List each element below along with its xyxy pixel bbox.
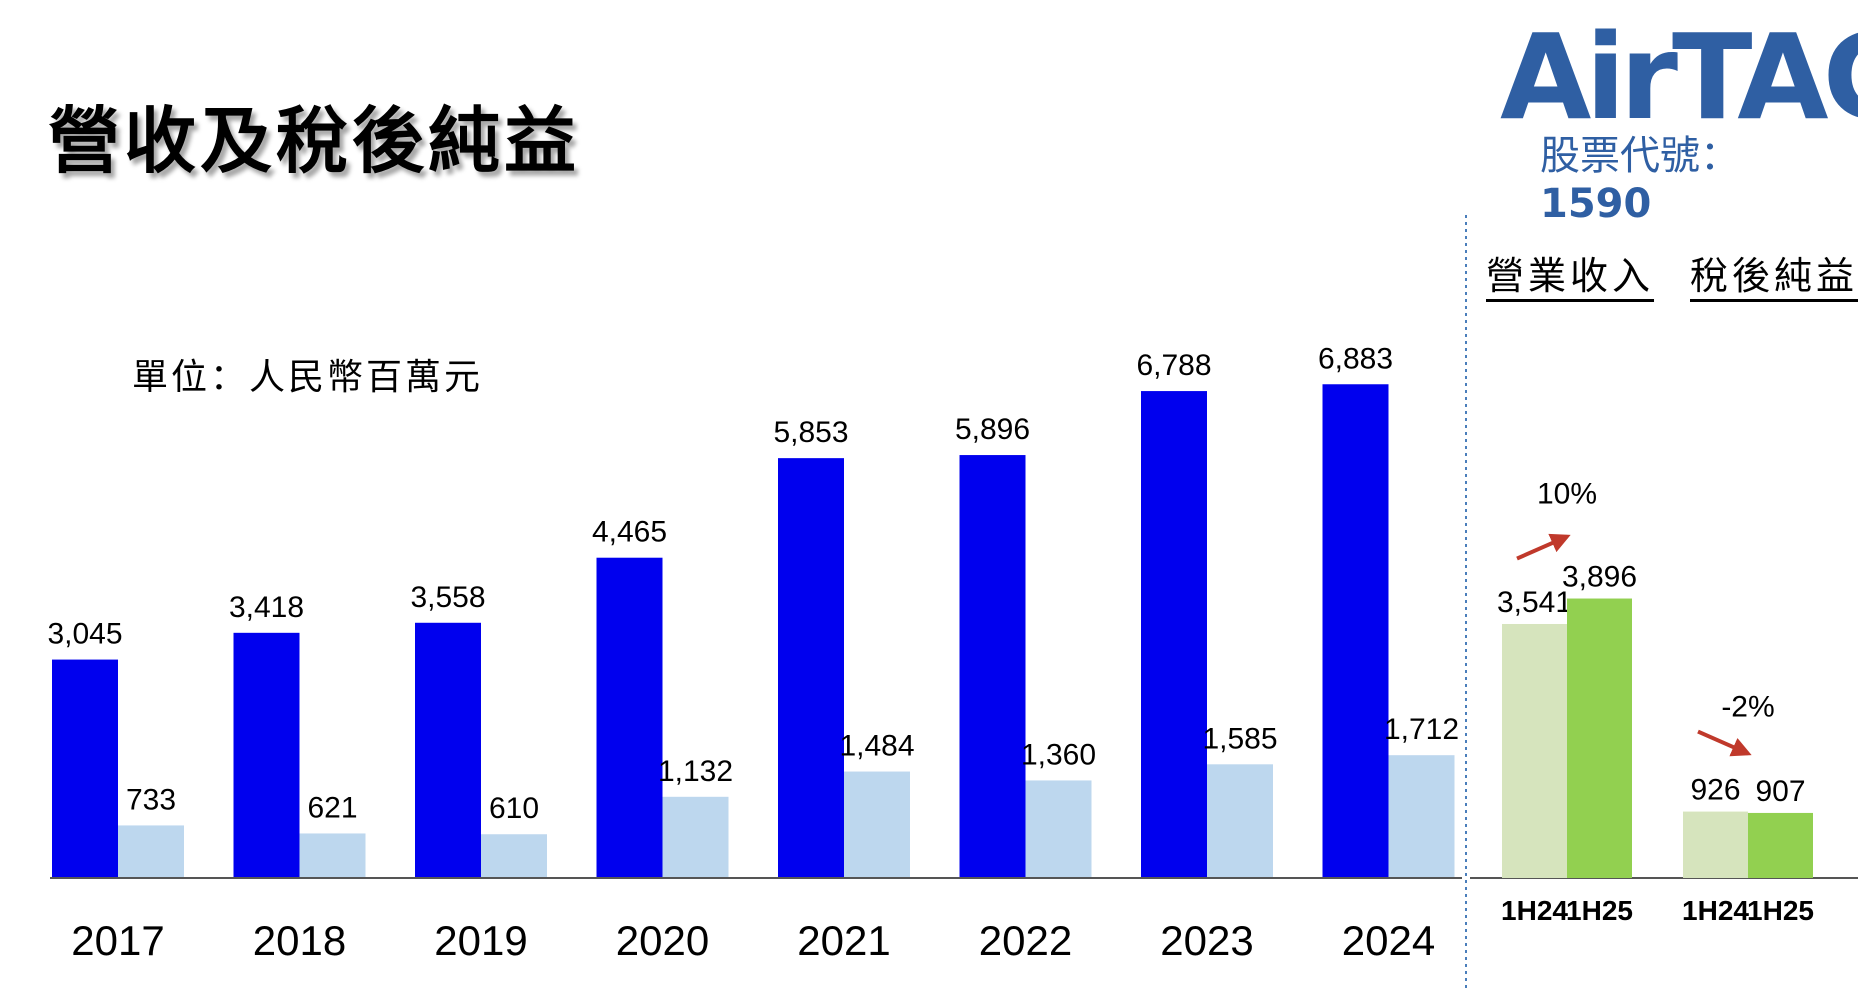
revenue-bar-2021	[778, 458, 844, 878]
stock-code-label: 股票代號：	[1540, 133, 1740, 179]
change-pct-revenue: 10%	[1537, 478, 1597, 511]
net-income-bar-2024	[1388, 755, 1455, 878]
half-label-revenue-1H25: 3,896	[1562, 561, 1637, 594]
revenue-label-2018: 3,418	[229, 591, 304, 624]
header-net-income: 稅後純益	[1690, 254, 1858, 298]
half-bar-net-income-1H25	[1748, 812, 1813, 878]
net-income-bar-2020	[662, 796, 729, 878]
stock-code: 股票代號：1590	[1540, 123, 1850, 227]
net-income-bar-2021	[844, 771, 910, 878]
net-income-label-2020: 1,132	[658, 755, 733, 788]
year-label-2017: 2017	[71, 917, 164, 964]
half-bar-revenue-1H25	[1567, 598, 1632, 878]
change-arrow-revenue	[1516, 533, 1571, 561]
header-revenue: 營業收入	[1486, 254, 1655, 298]
net-income-label-2024: 1,712	[1384, 713, 1459, 746]
half-period-revenue-1H24: 1H24	[1501, 895, 1568, 926]
net-income-label-2019: 610	[489, 792, 539, 825]
revenue-bar-2020	[596, 557, 663, 878]
net-income-label-2022: 1,360	[1021, 738, 1096, 771]
net-income-bar-2023	[1207, 764, 1273, 878]
net-income-bar-2019	[481, 834, 547, 878]
year-label-2022: 2022	[979, 917, 1072, 964]
revenue-bar-2019	[415, 622, 481, 878]
half-period-net-income-1H24: 1H24	[1682, 895, 1749, 926]
half-bar-revenue-1H24	[1502, 623, 1567, 878]
net-income-label-2017: 733	[126, 783, 176, 816]
revenue-label-2020: 4,465	[592, 516, 667, 549]
half-period-net-income-1H25: 1H25	[1747, 895, 1814, 926]
revenue-label-2019: 3,558	[410, 581, 485, 614]
net-income-label-2018: 621	[307, 791, 357, 824]
net-income-bar-2017	[118, 825, 184, 878]
revenue-bar-2022	[959, 455, 1026, 878]
revenue-label-2022: 5,896	[955, 413, 1030, 446]
revenue-label-2017: 3,045	[47, 618, 122, 651]
half-label-net-income-1H24: 926	[1690, 774, 1740, 807]
revenue-label-2023: 6,788	[1136, 349, 1211, 382]
airtac-logo: AirTAC 股票代號：1590	[1500, 18, 1858, 227]
unit-label: 單位：人民幣百萬元	[132, 357, 484, 398]
revenue-bar-2023	[1141, 391, 1207, 878]
page-title: 營收及稅後純益	[48, 98, 581, 183]
change-arrow-net-income	[1697, 729, 1752, 757]
year-label-2023: 2023	[1160, 917, 1253, 964]
net-income-bar-2022	[1025, 780, 1092, 878]
net-income-bar-2018	[299, 833, 366, 878]
half-label-revenue-1H24: 3,541	[1497, 586, 1572, 619]
year-label-2019: 2019	[434, 917, 527, 964]
revenue-bar-2024	[1322, 384, 1389, 878]
net-income-label-2021: 1,484	[839, 730, 914, 763]
revenue-label-2021: 5,853	[773, 416, 848, 449]
half-bar-net-income-1H24	[1683, 811, 1748, 878]
stock-code-value: 1590	[1540, 181, 1652, 227]
year-label-2024: 2024	[1342, 917, 1435, 964]
change-pct-net-income: -2%	[1721, 691, 1774, 724]
year-label-2021: 2021	[797, 917, 890, 964]
revenue-label-2024: 6,883	[1318, 342, 1393, 375]
revenue-bar-2018	[233, 632, 300, 878]
half-label-net-income-1H25: 907	[1755, 775, 1805, 808]
year-label-2020: 2020	[616, 917, 709, 964]
revenue-bar-2017	[52, 659, 118, 878]
year-label-2018: 2018	[253, 917, 346, 964]
half-period-revenue-1H25: 1H25	[1566, 895, 1633, 926]
logo-wordmark: AirTAC	[1500, 8, 1858, 146]
net-income-label-2023: 1,585	[1202, 722, 1277, 755]
